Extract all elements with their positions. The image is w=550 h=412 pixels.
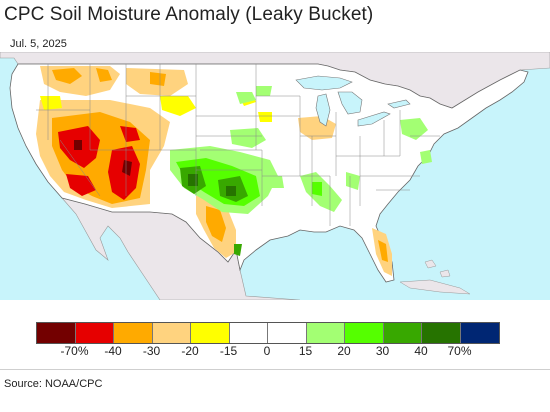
lake-erie xyxy=(357,111,391,127)
dry-yellow xyxy=(40,96,196,116)
legend-label: 20 xyxy=(337,344,351,358)
great-lakes xyxy=(295,75,411,127)
legend-label: -30 xyxy=(142,344,161,358)
bahamas xyxy=(424,259,451,278)
state-borders xyxy=(36,64,440,226)
legend-label: 0 xyxy=(263,344,271,358)
dry-pnw-orange xyxy=(52,68,112,84)
legend-label: -70% xyxy=(60,344,89,358)
legend-swatch xyxy=(37,323,76,343)
map-title: CPC Soil Moisture Anomaly (Leaky Bucket) xyxy=(4,4,374,25)
legend-swatch xyxy=(422,323,461,343)
wet-tx-coast xyxy=(234,244,242,256)
wet-plains-darkest xyxy=(188,174,236,196)
legend-labels: -70% -40 -30 -20 -15 0 15 20 30 40 70% xyxy=(0,344,550,360)
legend-label: -20 xyxy=(181,344,199,358)
legend-swatch xyxy=(191,323,230,343)
legend-swatch xyxy=(306,323,345,343)
legend-label: 70% xyxy=(447,344,472,358)
anomaly-overlays xyxy=(36,66,432,276)
wet-ozark xyxy=(270,176,284,188)
legend-swatch xyxy=(229,323,268,343)
legend-swatch xyxy=(383,323,422,343)
map-date: Jul. 5, 2025 xyxy=(10,38,67,50)
legend-label: 15 xyxy=(298,344,313,358)
wet-ks xyxy=(230,128,266,148)
legend-swatch xyxy=(345,323,384,343)
legend-label: 30 xyxy=(375,344,390,358)
dry-fl-orange xyxy=(378,240,388,262)
wet-se-mid xyxy=(312,182,322,196)
legend-swatch xyxy=(152,323,191,343)
dry-mt-orange xyxy=(150,72,166,86)
dry-tx-orange xyxy=(206,206,226,242)
lake-ontario xyxy=(387,99,411,109)
legend-label: -15 xyxy=(219,344,238,358)
soil-moisture-map xyxy=(0,52,550,300)
lake-superior xyxy=(295,75,353,91)
legend-swatch xyxy=(268,323,307,343)
footer-divider xyxy=(0,369,550,370)
lake-michigan xyxy=(315,93,331,127)
legend-colorbar xyxy=(36,322,500,344)
cuba xyxy=(399,279,471,295)
legend-label: -40 xyxy=(104,344,122,358)
legend-swatch xyxy=(114,323,153,343)
legend-label: 40 xyxy=(414,344,428,358)
wet-ne xyxy=(400,118,432,164)
legend-swatch xyxy=(75,323,114,343)
lake-huron xyxy=(337,91,363,115)
source-credit: Source: NOAA/CPC xyxy=(4,378,103,390)
legend-swatch xyxy=(460,323,499,343)
wet-nd xyxy=(236,86,272,104)
